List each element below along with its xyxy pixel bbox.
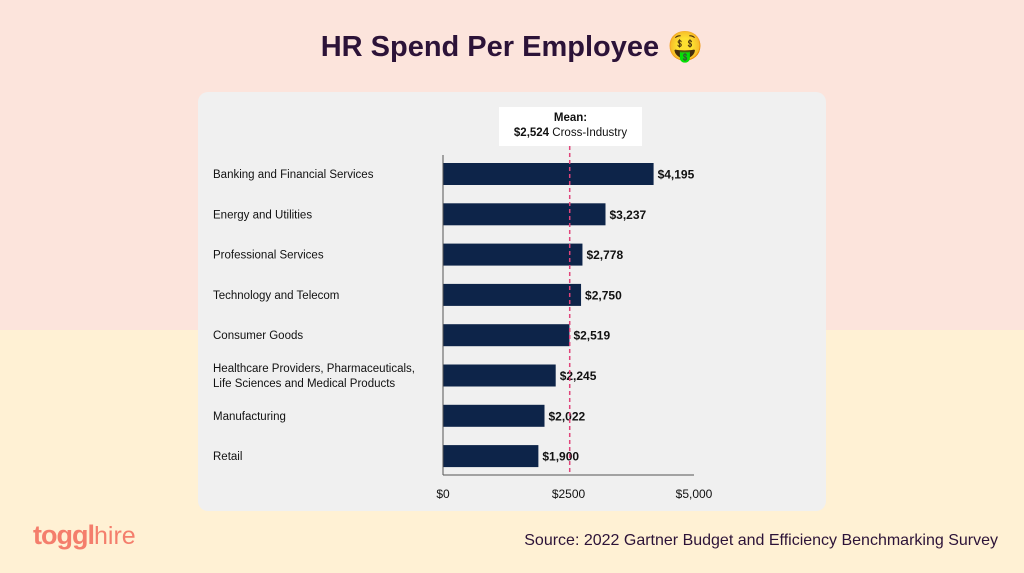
data-label: $4,195 xyxy=(658,168,695,182)
x-tick-label: $5,000 xyxy=(676,487,713,501)
mean-value: $2,524 xyxy=(513,127,550,139)
bar xyxy=(443,283,582,306)
category-label: Manufacturing xyxy=(213,411,286,423)
data-label: $2,778 xyxy=(586,248,623,262)
category-label: Consumer Goods xyxy=(213,330,303,342)
bar xyxy=(443,404,545,427)
source-note: Source: 2022 Gartner Budget and Efficien… xyxy=(524,532,998,549)
category-label: Technology and Telecom xyxy=(213,290,339,302)
toggl-hire-logo: togglhire xyxy=(33,520,136,551)
category-label: Professional Services xyxy=(213,250,324,262)
bar xyxy=(443,163,654,185)
data-label: $2,245 xyxy=(560,369,597,383)
bar xyxy=(443,364,556,387)
x-tick-label: $2500 xyxy=(552,487,586,501)
data-label: $3,237 xyxy=(609,208,646,222)
category-label: Retail xyxy=(213,451,242,463)
mean-annotation: Mean: $2,524 Cross-Industry xyxy=(499,107,642,146)
data-label: $2,022 xyxy=(549,409,586,423)
data-label: $2,519 xyxy=(573,329,610,343)
data-label: $2,750 xyxy=(585,288,622,302)
title-text: HR Spend Per Employee xyxy=(320,31,660,63)
bar xyxy=(443,243,583,266)
category-label: Life Sciences and Medical Products xyxy=(213,378,395,390)
category-label: Banking and Financial Services xyxy=(213,169,374,181)
mean-label: Mean: xyxy=(553,112,588,124)
data-label: $1,900 xyxy=(542,450,579,464)
money-mouth-face-icon: 🤑 xyxy=(667,31,704,63)
logo-light: hire xyxy=(93,522,136,550)
category-label: Energy and Utilities xyxy=(213,209,312,221)
bar xyxy=(443,324,570,347)
page-title: HR Spend Per Employee 🤑 xyxy=(0,30,1024,64)
bar xyxy=(443,445,539,468)
logo-bold: toggl xyxy=(33,520,95,550)
x-tick-label: $0 xyxy=(436,487,450,501)
mean-suffix: Cross-Industry xyxy=(552,127,628,139)
category-label: Healthcare Providers, Pharmaceuticals, xyxy=(213,363,415,375)
bar xyxy=(443,203,606,226)
